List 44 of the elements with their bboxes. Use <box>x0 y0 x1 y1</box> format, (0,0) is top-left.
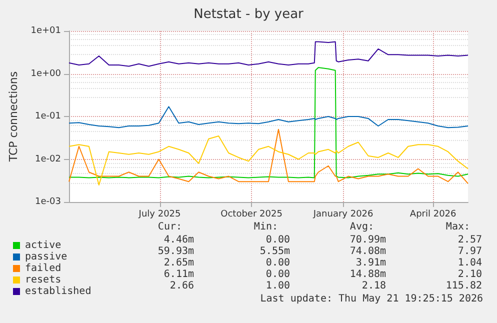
y-tick-label: 1e-01 <box>35 112 61 122</box>
text: 3.91m <box>356 258 386 268</box>
text: Last update: Thu May 21 19:25:15 2026 <box>260 294 484 304</box>
text: 0.00 <box>266 269 290 280</box>
legend-label: established <box>25 286 92 297</box>
text: 1.04 <box>458 258 482 268</box>
x-tick-label: January 2026 <box>312 210 374 220</box>
text: 4.46m <box>164 234 194 246</box>
text: 2.57 <box>458 234 482 246</box>
text: 2.65m <box>164 258 194 268</box>
y-axis-title: TCP connections <box>7 71 20 163</box>
text: 7.97 <box>458 246 482 257</box>
legend-label: active <box>25 240 62 251</box>
legend-label: resets <box>25 274 62 286</box>
text: 70.99m <box>350 234 386 246</box>
line-series <box>68 41 468 67</box>
text: 74.08m <box>350 246 386 257</box>
text: 0.00 <box>266 258 290 268</box>
text: 1.00 <box>266 280 290 292</box>
text: 5.55m <box>260 246 290 257</box>
y-tick-label: 1e+01 <box>30 26 61 36</box>
legend-label: passive <box>25 252 68 262</box>
text: Cur: <box>158 222 182 232</box>
chart-title: Netstat - by year <box>194 7 304 22</box>
text: Max: <box>446 222 470 232</box>
y-tick-label: 1e+00 <box>30 68 62 79</box>
text: Avg: <box>350 222 374 232</box>
text: 2.10 <box>458 269 482 280</box>
x-tick-label: October 2025 <box>220 210 282 220</box>
text: Min: <box>254 222 278 232</box>
y-tick-label: 1e-02 <box>35 154 61 164</box>
text: 59.93m <box>158 246 194 257</box>
text: 14.88m <box>350 269 386 280</box>
text: 6.11m <box>164 269 194 280</box>
legend-label: failed <box>25 263 62 274</box>
line-series <box>68 106 468 128</box>
text: 2.66 <box>170 280 194 292</box>
x-tick-label: July 2025 <box>138 210 181 220</box>
text: 2.18 <box>362 280 386 292</box>
line-series <box>68 67 468 178</box>
y-tick-label: 1e-03 <box>35 197 61 207</box>
text: 0.00 <box>266 234 290 246</box>
text: 115.82 <box>446 280 482 292</box>
x-tick-label: April 2026 <box>410 210 457 220</box>
